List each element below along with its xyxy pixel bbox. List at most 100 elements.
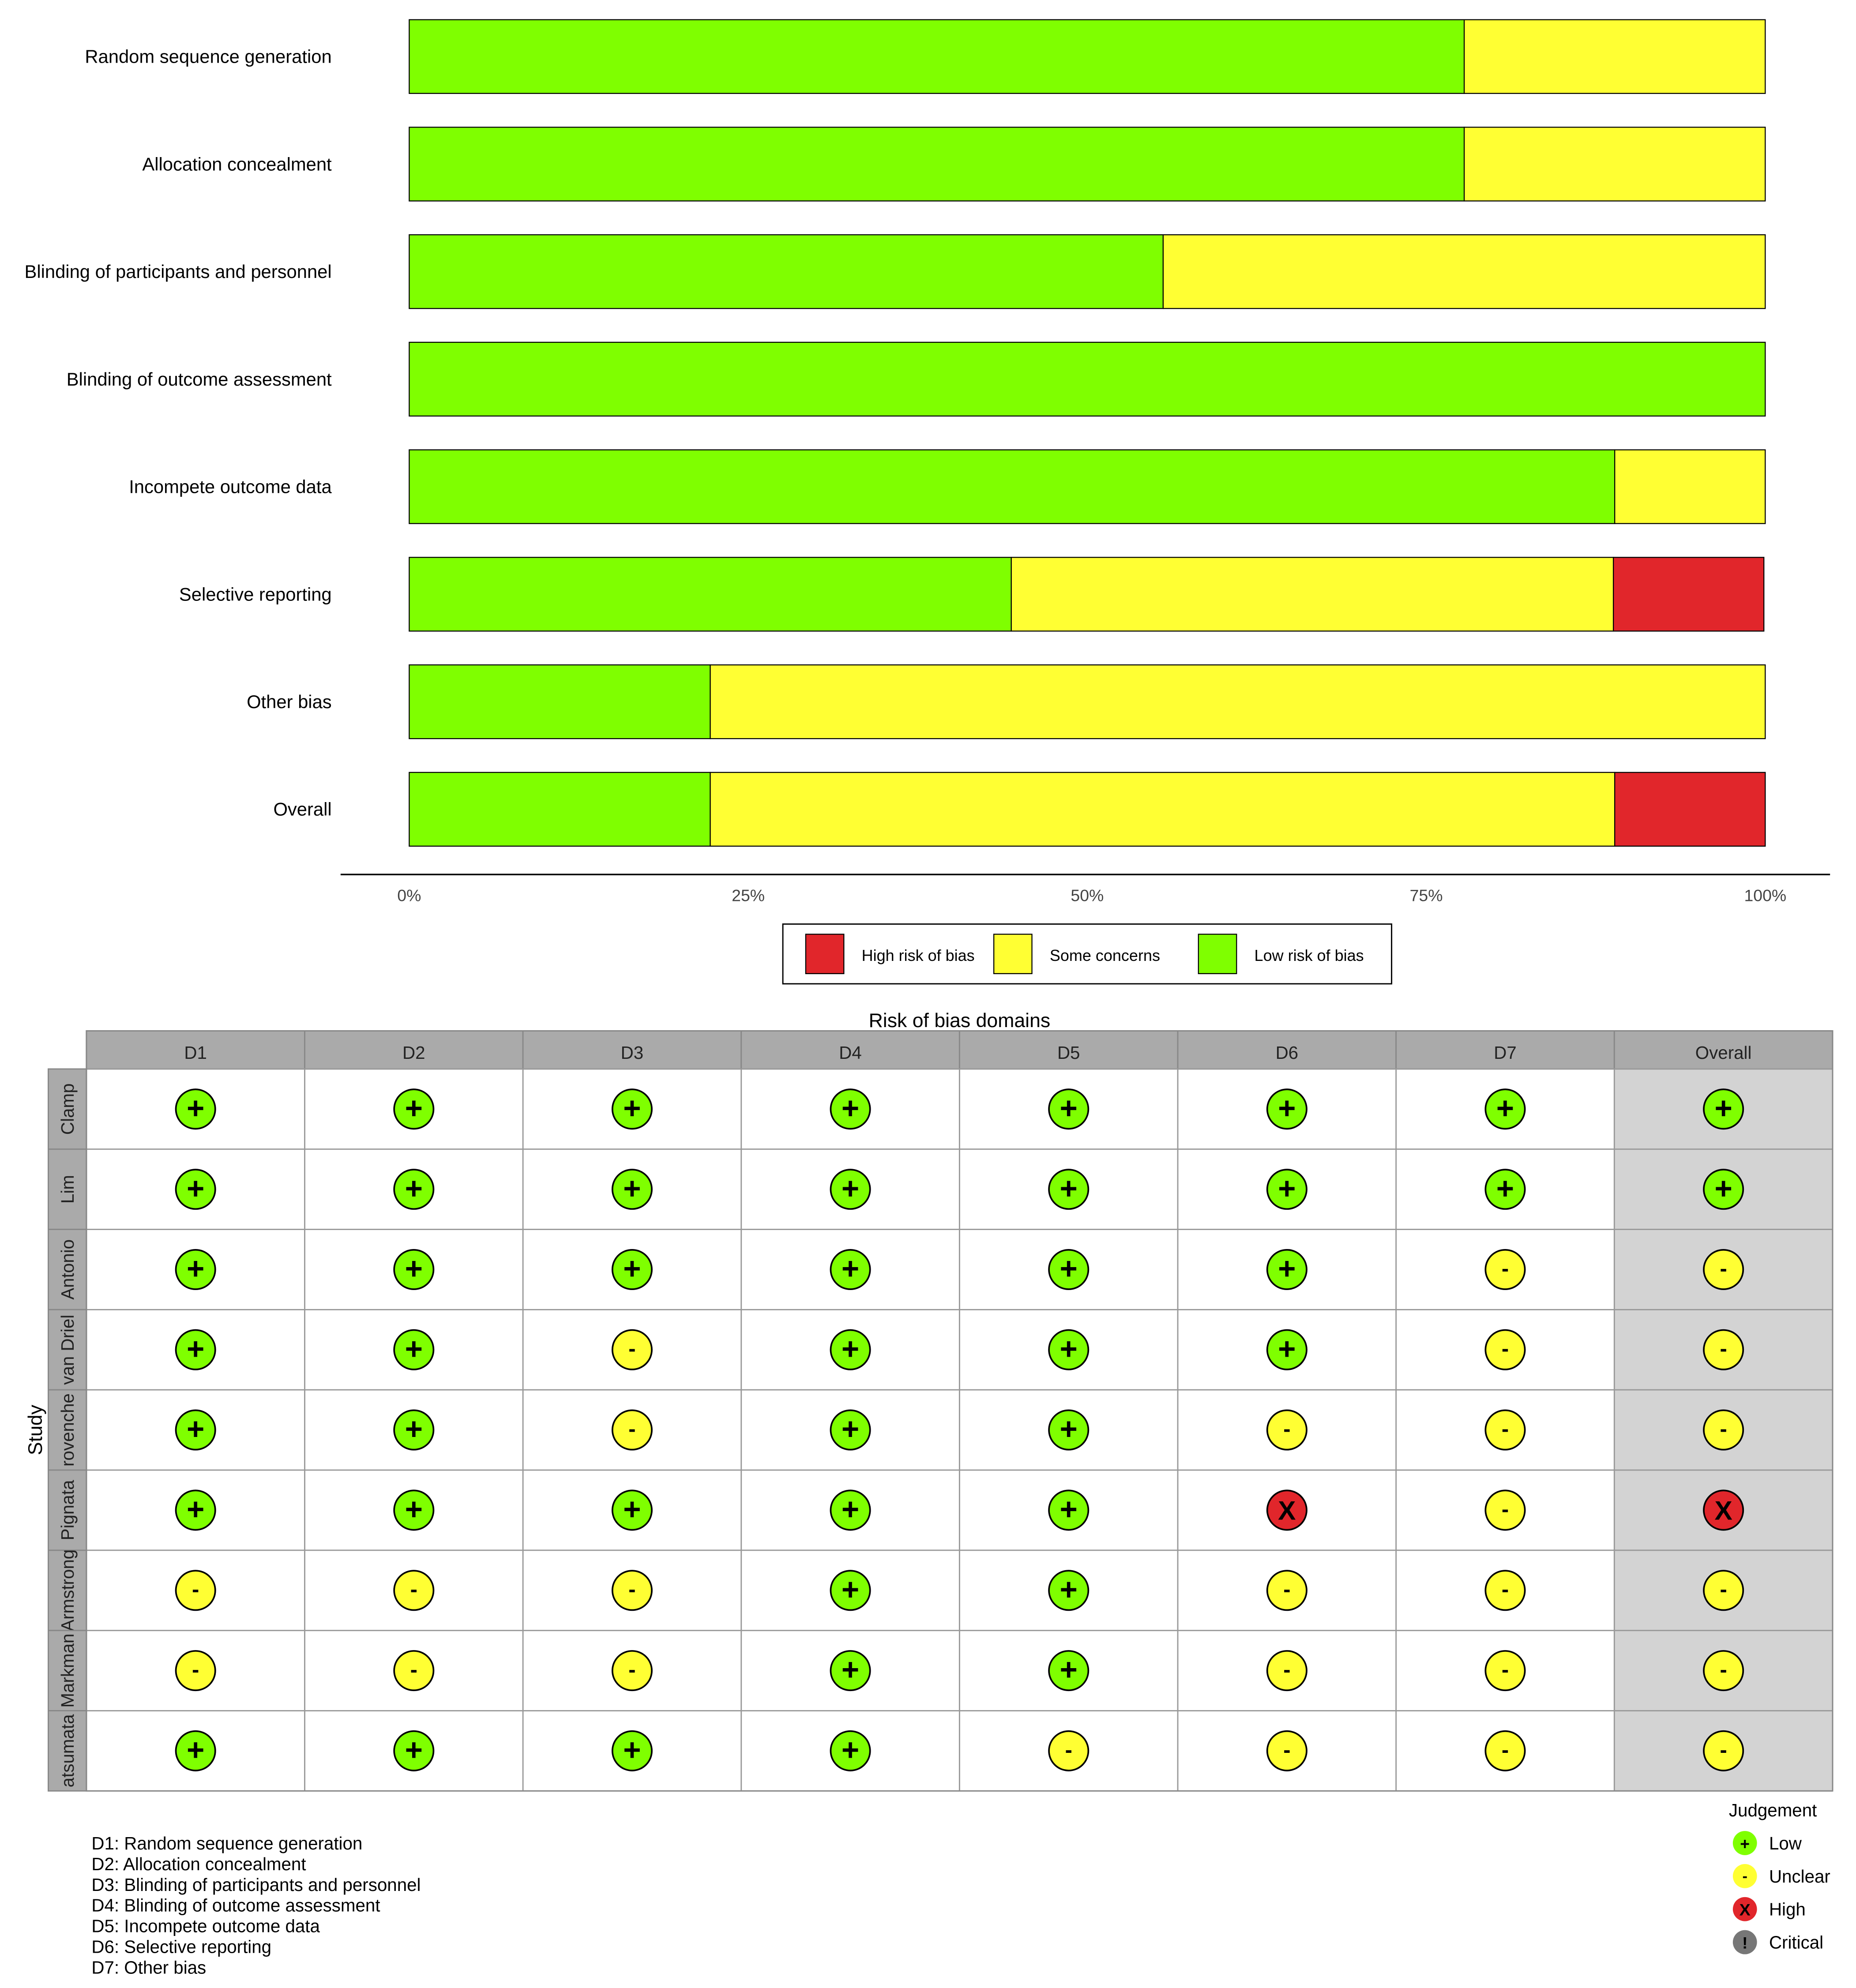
judgement-symbol: + <box>1060 1572 1078 1606</box>
judgement-some-icon <box>1703 1570 1744 1611</box>
bar-low-overall <box>409 772 711 847</box>
domain-note: D3: Blinding of participants and personn… <box>91 1875 421 1895</box>
judgement-symbol: + <box>842 1251 859 1286</box>
row-axis-label: Study <box>25 1404 46 1455</box>
study-label-markman: Markman <box>57 1634 78 1708</box>
judgement-symbol: - <box>410 1658 417 1682</box>
judgement-low-icon <box>393 1409 435 1451</box>
judgement-symbol: + <box>842 1492 859 1527</box>
judgement-symbol: + <box>1278 1171 1296 1205</box>
judgement-symbol: + <box>187 1251 204 1286</box>
judgement-symbol: - <box>628 1658 635 1682</box>
judgement-symbol: + <box>842 1652 859 1687</box>
legend-symbol: + <box>1740 1834 1750 1853</box>
judgement-low-icon <box>393 1489 435 1531</box>
judgement-some-icon <box>1703 1329 1744 1370</box>
judgement-some-icon <box>1703 1650 1744 1692</box>
judgement-some-icon <box>393 1570 435 1611</box>
judgement-symbol: + <box>405 1332 423 1366</box>
row-strip-3 <box>48 1309 87 1391</box>
judgement-low-icon <box>1484 1169 1526 1210</box>
category-label-other-bias: Other bias <box>247 691 332 712</box>
judgement-symbol: - <box>1502 1578 1509 1602</box>
judgement-low-icon <box>1048 1169 1090 1210</box>
judgement-symbol: + <box>1060 1332 1078 1366</box>
column-header-d3 <box>522 1030 742 1070</box>
column-header-d2 <box>304 1030 524 1070</box>
judgement-some-icon <box>1484 1329 1526 1370</box>
column-header-d1 <box>86 1030 305 1070</box>
judgement-symbol: + <box>842 1572 859 1606</box>
judgement-low-icon <box>830 1329 871 1370</box>
legend-some-icon <box>1732 1864 1757 1888</box>
judgement-some-icon <box>1266 1650 1307 1692</box>
legend-symbol: ! <box>1742 1934 1747 1952</box>
column-header-d5 <box>958 1030 1179 1070</box>
row-strip-1 <box>48 1148 87 1230</box>
judgement-symbol: - <box>1720 1418 1727 1441</box>
column-header-label-d7: D7 <box>1494 1043 1517 1063</box>
column-header-label-d3: D3 <box>621 1043 644 1063</box>
column-header-d4 <box>740 1030 960 1070</box>
x-tick-label: 100% <box>1744 886 1786 905</box>
legend-symbol: X <box>1740 1901 1751 1919</box>
judgement-low-icon <box>175 1730 216 1771</box>
column-header-label-d4: D4 <box>839 1043 862 1063</box>
judgement-low-icon <box>830 1169 871 1210</box>
judgement-low-icon <box>611 1088 653 1130</box>
judgement-high-icon <box>1266 1489 1307 1531</box>
judgement-symbol: + <box>623 1091 641 1125</box>
judgement-low-icon <box>1266 1329 1307 1370</box>
category-label-overall: Overall <box>273 799 331 820</box>
judgement-low-icon <box>830 1570 871 1611</box>
judgement-symbol: + <box>187 1492 204 1527</box>
traffic-light-plot: Risk of bias domains D1 D2 D3 D4 D5 D6 D7 Overal… <box>25 1010 1833 1792</box>
judgement-symbol: - <box>410 1578 417 1602</box>
judgement-symbol: - <box>192 1658 199 1682</box>
judgement-symbol: + <box>1060 1171 1078 1205</box>
judgement-symbol: + <box>1060 1492 1078 1527</box>
bar-high-overall <box>1614 772 1766 847</box>
judgement-symbol: - <box>1720 1658 1727 1682</box>
judgement-low-icon <box>393 1249 435 1290</box>
judgement-low-icon <box>1048 1249 1090 1290</box>
judgement-some-icon <box>1484 1409 1526 1451</box>
column-header-label-d2: D2 <box>402 1043 425 1063</box>
judgement-low-icon <box>1048 1088 1090 1130</box>
judgement-symbol: + <box>623 1171 641 1205</box>
row-strip-8 <box>48 1710 87 1792</box>
judgement-low-icon <box>1703 1088 1744 1130</box>
judgement-legend-label-low: Low <box>1769 1833 1802 1853</box>
judgement-some-icon <box>1266 1730 1307 1771</box>
row-strip-label-group: Lim <box>57 1175 78 1204</box>
judgement-some-icon <box>175 1650 216 1692</box>
bar-low-random-sequence-generation <box>409 19 1465 94</box>
judgement-symbol: + <box>405 1091 423 1125</box>
legend-high-icon <box>1732 1897 1757 1921</box>
study-label-armstrong: Armstrong <box>57 1549 78 1632</box>
category-label-allocation-concealment: Allocation concealment <box>142 154 332 174</box>
study-label-rovenche: rovenche <box>57 1393 78 1467</box>
judgement-low-icon <box>175 1329 216 1370</box>
judgement-symbol: + <box>405 1412 423 1446</box>
judgement-low-icon <box>611 1489 653 1531</box>
judgement-symbol: + <box>187 1412 204 1446</box>
domain-note: D4: Blinding of outcome assessment <box>91 1895 380 1916</box>
category-label-selective-reporting: Selective reporting <box>179 584 332 604</box>
judgement-symbol: - <box>1283 1658 1290 1682</box>
judgement-some-icon <box>1703 1730 1744 1771</box>
row-strip-7 <box>48 1630 87 1711</box>
judgement-low-icon <box>611 1730 653 1771</box>
category-label-random-sequence-generation: Random sequence generation <box>85 46 331 67</box>
judgement-low-icon <box>175 1169 216 1210</box>
judgement-some-icon <box>1048 1730 1090 1771</box>
judgement-symbol: + <box>842 1091 859 1125</box>
row-strip-label-group: Armstrong <box>57 1549 78 1632</box>
judgement-symbol: + <box>1714 1171 1732 1205</box>
bar-some-random-sequence-generation <box>1463 19 1766 94</box>
judgement-low-icon <box>393 1730 435 1771</box>
judgement-symbol: - <box>1283 1418 1290 1441</box>
judgement-symbol: - <box>1283 1578 1290 1602</box>
judgement-symbol: + <box>623 1251 641 1286</box>
judgement-some-icon <box>393 1650 435 1692</box>
